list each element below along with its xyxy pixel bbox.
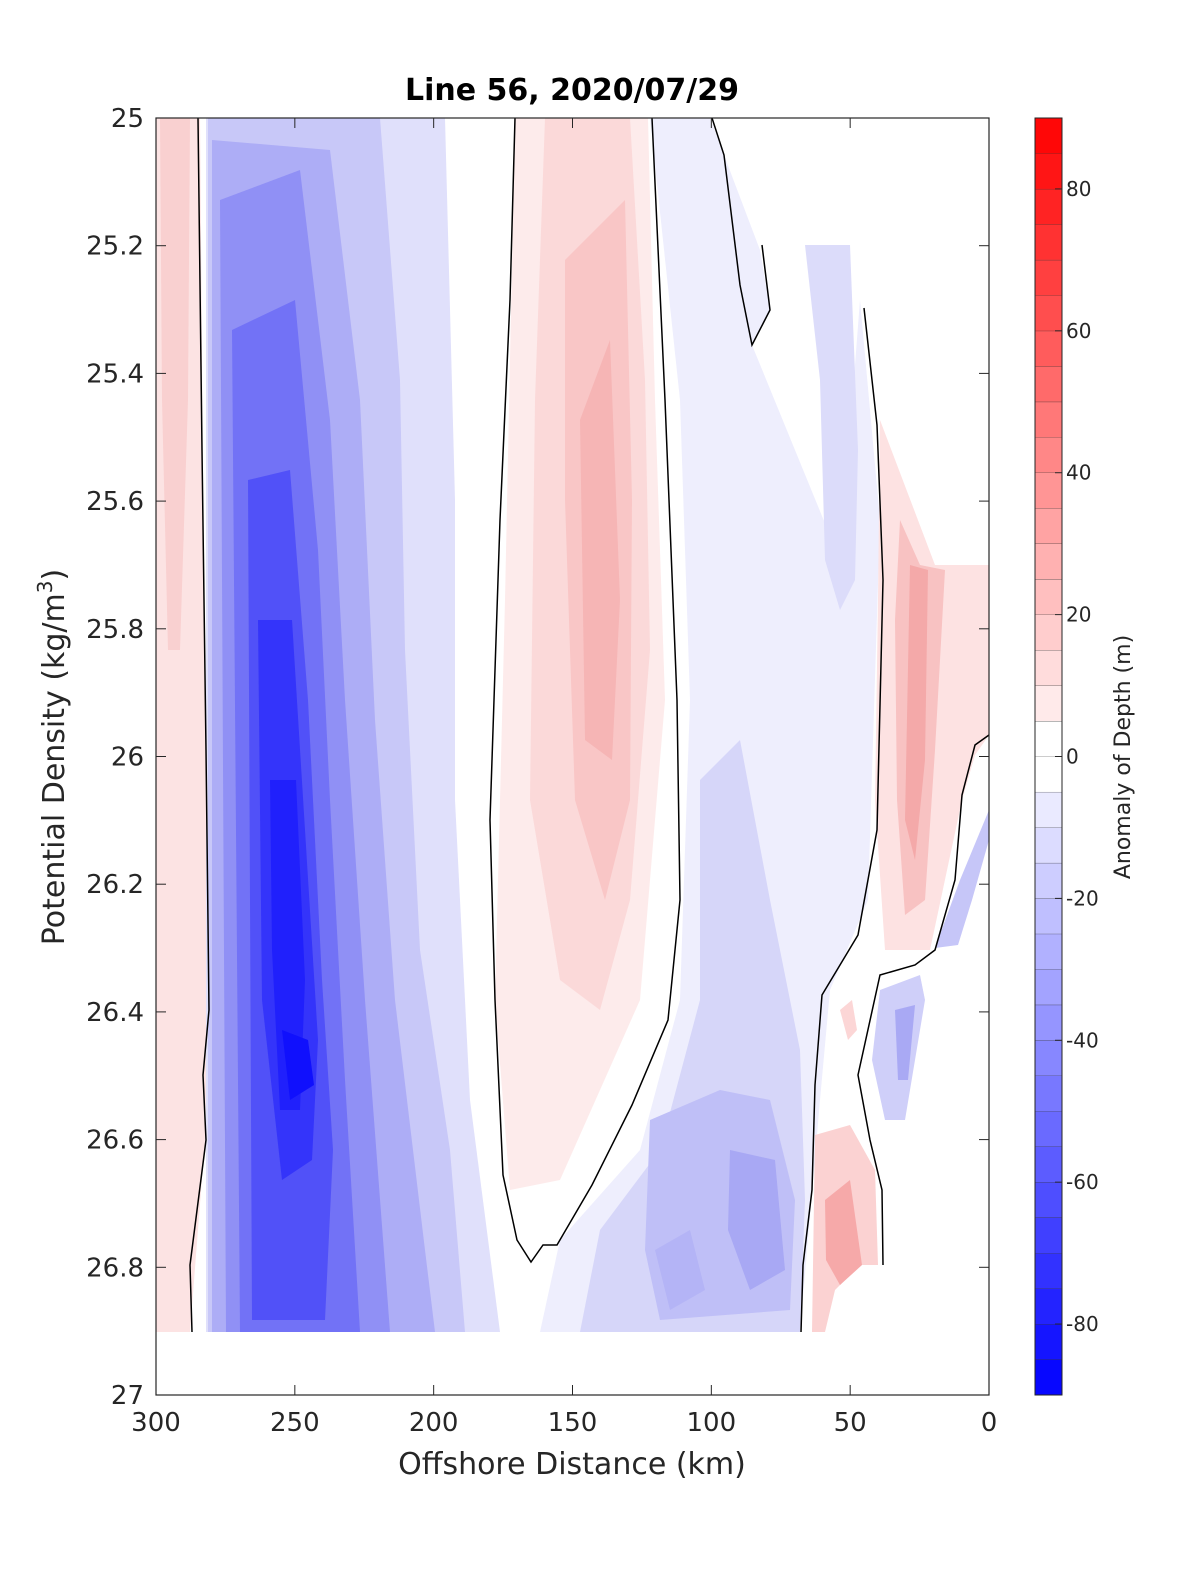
x-tick-label: 50 — [834, 1408, 867, 1438]
contour-negative-lobe-nearshore-upper — [805, 245, 858, 610]
y-axis-label-superscript: 3 — [33, 580, 57, 593]
colorbar-band — [1035, 153, 1062, 189]
colorbar-band — [1035, 685, 1062, 722]
colorbar-bands — [1035, 117, 1062, 1395]
colorbar-band — [1035, 543, 1062, 580]
colorbar-tick-label: -20 — [1066, 886, 1099, 910]
colorbar-band — [1035, 1324, 1062, 1360]
zero-contour-line-3 — [711, 117, 771, 348]
contour-negative-l8 — [270, 780, 305, 1110]
y-tick-label: 26.4 — [86, 998, 144, 1028]
colorbar: 80 60 40 20 0 -20 -40 -60 -80 Anomaly of Depth (… — [1034, 117, 1136, 1396]
y-tick-label: 26.6 — [86, 1126, 144, 1156]
colorbar-tick-label: 80 — [1066, 177, 1091, 201]
colorbar-band — [1035, 756, 1062, 792]
colorbar-tick-label: -40 — [1066, 1028, 1099, 1052]
x-tick-label: 100 — [687, 1408, 737, 1438]
y-tick-label: 26.8 — [86, 1253, 144, 1283]
contour-negative-l9 — [282, 1030, 314, 1100]
colorbar-label: Anomaly of Depth (m) — [1111, 635, 1136, 879]
x-tick-label: 0 — [981, 1408, 998, 1438]
zero-contour-line-1 — [189, 117, 210, 1333]
colorbar-band — [1035, 224, 1062, 260]
zero-contour-line-4 — [800, 307, 884, 1333]
colorbar-tick-label: 0 — [1066, 745, 1079, 769]
colorbar-band — [1035, 259, 1062, 296]
colorbar-band — [1035, 614, 1062, 651]
colorbar-band — [1035, 188, 1062, 225]
colorbar-band — [1035, 1111, 1062, 1147]
plot-area: 300 250 200 150 100 50 0 2525.225.425.625.8262… — [86, 104, 997, 1438]
x-tick-label: 250 — [270, 1408, 320, 1438]
y-tick-label: 25.4 — [86, 359, 144, 389]
zero-contour-line-5 — [857, 734, 990, 1266]
contour-negative-lobe-lower-l3 — [728, 1150, 785, 1290]
y-tick-label: 25.6 — [86, 487, 144, 517]
colorbar-band — [1035, 1288, 1062, 1325]
contour-fills — [156, 118, 989, 1332]
contour-negative-nearshore-patch — [935, 810, 989, 948]
colorbar-band — [1035, 1075, 1062, 1112]
zero-contour-line-2 — [489, 117, 681, 1264]
x-tick-label: 150 — [548, 1408, 598, 1438]
colorbar-band — [1035, 933, 1062, 970]
y-ticks: 25 25.2 25.4 25.6 25.8 26 26.2 26.4 26.6 26.8 27 — [86, 104, 989, 1411]
colorbar-band — [1035, 295, 1062, 331]
contour-positive-deep-nearshore-l2 — [825, 1180, 862, 1285]
y-tick-label: 26 — [111, 743, 144, 773]
contour-negative-lobe-lower-l3b — [655, 1230, 705, 1310]
contour-positive-l4 — [580, 340, 620, 760]
colorbar-band — [1035, 791, 1062, 828]
colorbar-band — [1035, 898, 1062, 934]
colorbar-tick-label: 60 — [1066, 319, 1091, 343]
colorbar-band — [1035, 1217, 1062, 1254]
colorbar-band — [1035, 1359, 1062, 1395]
colorbar-band — [1035, 1146, 1062, 1183]
y-tick-label: 25.2 — [86, 232, 144, 262]
colorbar-band — [1035, 1004, 1062, 1041]
colorbar-band — [1035, 862, 1062, 899]
x-tick-label: 200 — [409, 1408, 459, 1438]
colorbar-band — [1035, 721, 1062, 757]
colorbar-band — [1035, 1040, 1062, 1076]
contour-negative-nearshore-lobe-core — [895, 1005, 915, 1080]
zero-contour-lines — [189, 117, 990, 1333]
y-tick-label: 25.8 — [86, 615, 144, 645]
colorbar-band — [1035, 472, 1062, 509]
colorbar-band — [1035, 118, 1062, 154]
chart-title: Line 56, 2020/07/29 — [405, 73, 739, 108]
contour-positive-nearshore-l3 — [905, 565, 928, 860]
y-tick-label: 25 — [111, 104, 144, 134]
x-tick-label: 300 — [131, 1408, 181, 1438]
y-axis-label-main: Potential Density (kg/m — [37, 593, 72, 945]
colorbar-band — [1035, 1253, 1062, 1289]
colorbar-band — [1035, 437, 1062, 473]
y-tick-label: 26.2 — [86, 870, 144, 900]
y-axis-label: Potential Density (kg/m3) — [33, 569, 72, 945]
y-tick-label: 27 — [111, 1381, 144, 1411]
colorbar-band — [1035, 330, 1062, 367]
x-axis-label: Offshore Distance (km) — [398, 1447, 746, 1482]
colorbar-band — [1035, 969, 1062, 1005]
colorbar-tick-label: -60 — [1066, 1170, 1099, 1194]
colorbar-ticks: 80 60 40 20 0 -20 -40 -60 -80 — [1055, 177, 1099, 1336]
colorbar-band — [1035, 401, 1062, 438]
colorbar-band — [1035, 650, 1062, 686]
colorbar-band — [1035, 508, 1062, 544]
colorbar-band — [1035, 1182, 1062, 1218]
contour-positive-small-patch — [840, 1000, 857, 1040]
contour-positive-offshore-inner — [160, 118, 190, 650]
colorbar-band — [1035, 366, 1062, 402]
colorbar-tick-label: -80 — [1066, 1312, 1099, 1336]
colorbar-tick-label: 20 — [1066, 603, 1091, 627]
colorbar-band — [1035, 579, 1062, 615]
y-axis-label-close: ) — [37, 569, 72, 581]
colorbar-tick-label: 40 — [1066, 461, 1091, 485]
x-ticks: 300 250 200 150 100 50 0 — [131, 118, 997, 1438]
colorbar-band — [1035, 827, 1062, 863]
